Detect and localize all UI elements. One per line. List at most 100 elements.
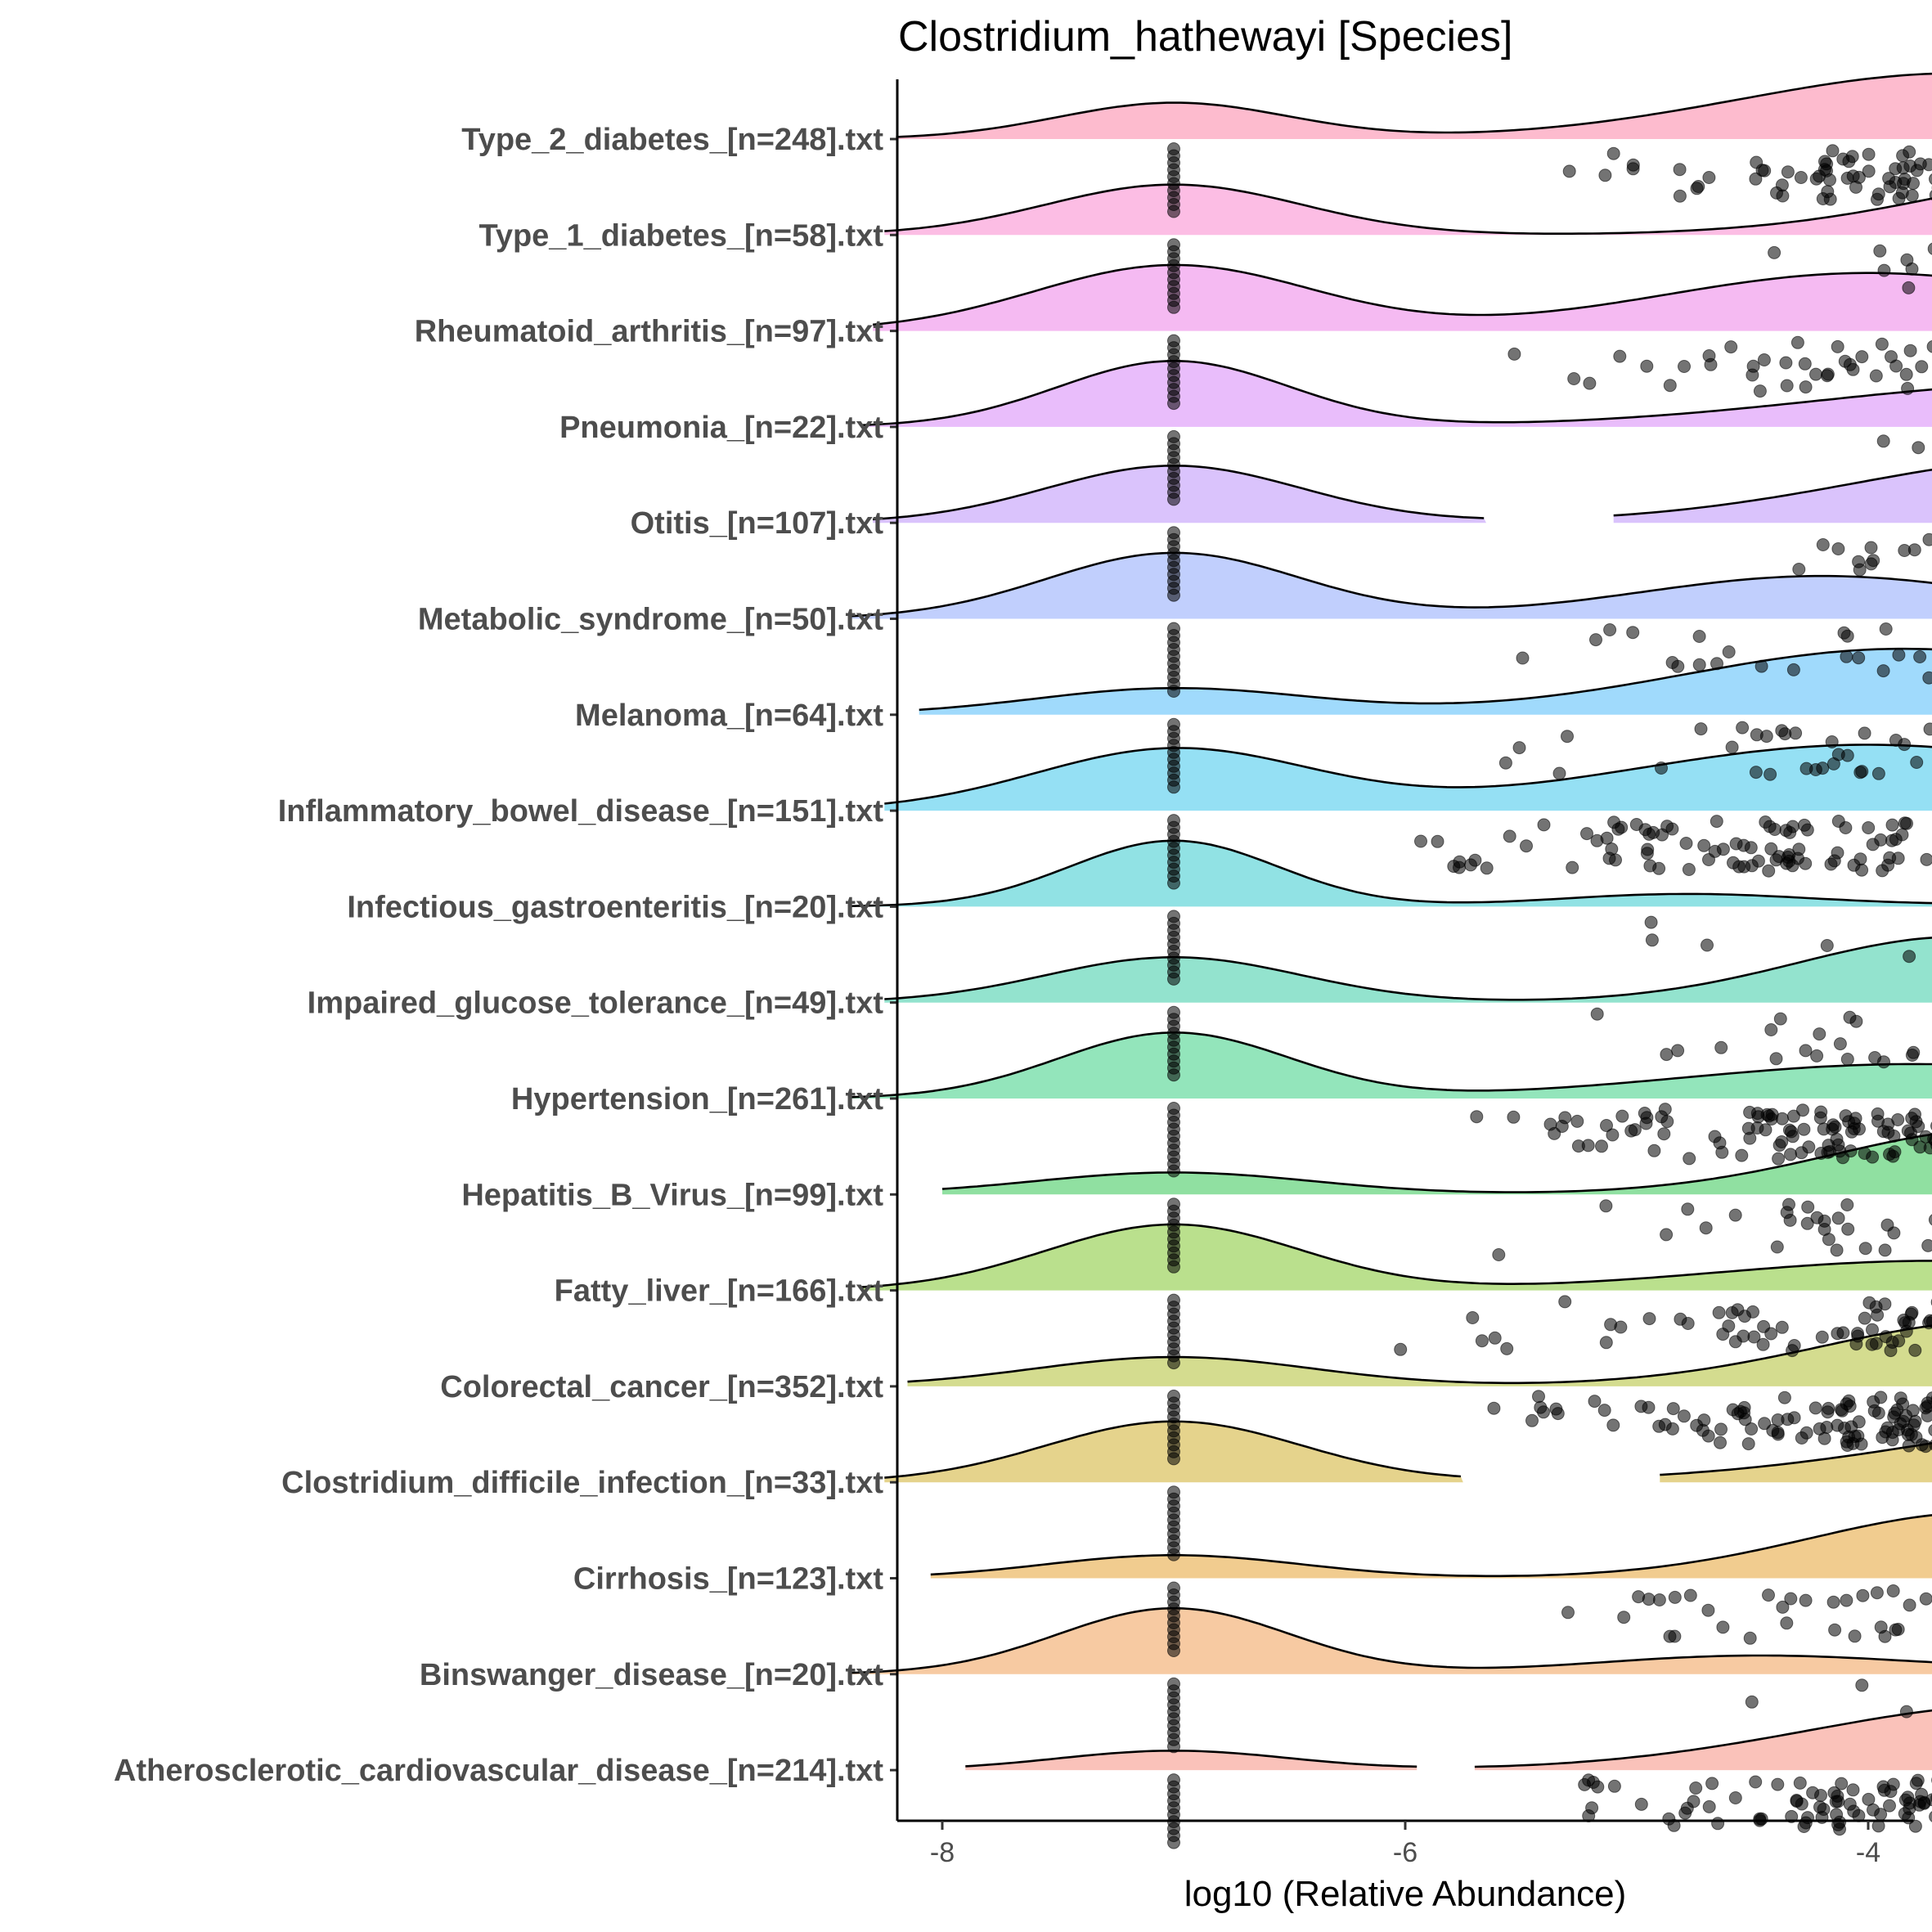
data-point <box>1901 381 1915 395</box>
data-point <box>1810 1049 1824 1063</box>
data-point <box>1588 1395 1602 1409</box>
data-point <box>1728 1335 1742 1349</box>
data-point <box>1887 1226 1901 1240</box>
data-point <box>1617 1611 1631 1624</box>
data-point <box>1690 182 1704 195</box>
ridge-fill-17-0 <box>965 1750 1418 1771</box>
data-point <box>1876 434 1890 448</box>
data-point <box>1701 938 1714 952</box>
data-point <box>1793 1776 1807 1790</box>
data-point <box>1790 1794 1804 1807</box>
data-point <box>1786 663 1800 676</box>
data-point <box>1795 1146 1808 1160</box>
data-point <box>1787 1411 1801 1425</box>
data-point <box>1903 950 1916 964</box>
data-point <box>1673 189 1687 203</box>
data-point <box>1885 818 1899 832</box>
data-point <box>1624 1124 1638 1138</box>
data-point <box>1770 1240 1784 1254</box>
data-point <box>1694 722 1708 736</box>
data-point <box>1600 1119 1613 1132</box>
data-point <box>1921 1238 1932 1252</box>
data-point <box>1632 1590 1646 1604</box>
data-point <box>1615 1109 1629 1123</box>
data-point <box>1794 171 1808 184</box>
ridge-outline-7-0 <box>884 744 1932 805</box>
ridge-fill-10-0 <box>849 1032 1932 1099</box>
data-point <box>1525 1413 1539 1427</box>
ridge-fill-6-0 <box>919 649 1932 715</box>
data-point <box>1558 1295 1572 1309</box>
data-point <box>1613 349 1627 363</box>
data-point <box>1647 1143 1661 1157</box>
category-label: Atherosclerotic_cardiovascular_disease_[… <box>114 1754 883 1788</box>
data-point <box>1862 164 1876 178</box>
data-point <box>1826 144 1840 158</box>
data-point <box>1814 1789 1827 1802</box>
data-point <box>1852 170 1866 184</box>
data-point <box>1753 384 1767 398</box>
x-axis-title: log10 (Relative Abundance) <box>1184 1874 1627 1914</box>
data-point <box>1849 1014 1863 1028</box>
data-point <box>1923 1141 1932 1155</box>
data-point <box>1729 837 1743 851</box>
data-point <box>1571 1139 1585 1153</box>
x-tick-label: -8 <box>930 1837 955 1868</box>
data-point <box>1656 828 1669 842</box>
ridge-fill-12-0 <box>861 1224 1932 1291</box>
category-label: Pneumonia_[n=22].txt <box>559 411 883 445</box>
data-point <box>1768 823 1781 836</box>
data-point <box>1849 1112 1862 1126</box>
zero-point <box>1167 588 1180 602</box>
data-point <box>1831 846 1844 860</box>
data-point <box>1786 1130 1799 1143</box>
data-point <box>1759 815 1772 829</box>
data-point <box>1615 820 1629 834</box>
data-point <box>1855 863 1869 877</box>
zero-point <box>1167 1356 1180 1370</box>
data-point <box>1929 1811 1932 1822</box>
data-point <box>1755 659 1768 673</box>
data-point <box>1549 1402 1563 1416</box>
data-point <box>1507 347 1521 361</box>
ridge-fill-9-0 <box>884 937 1932 1003</box>
data-point <box>1864 541 1878 555</box>
data-point <box>1480 861 1494 875</box>
zero-point <box>1167 780 1180 794</box>
ridge-outline-14-1 <box>1660 1442 1932 1476</box>
data-point <box>1776 189 1790 203</box>
data-point <box>1655 762 1668 775</box>
data-point <box>1756 1337 1770 1351</box>
data-point <box>1671 1044 1685 1058</box>
data-point <box>1894 1417 1907 1431</box>
data-point <box>1878 1243 1892 1257</box>
data-point <box>1831 339 1844 353</box>
data-point <box>1928 1214 1932 1226</box>
data-point <box>1643 859 1657 873</box>
data-point <box>1749 1775 1763 1789</box>
data-point <box>1821 1405 1835 1419</box>
data-point <box>1781 165 1795 179</box>
ridge-outline-10-0 <box>849 1031 1932 1099</box>
data-point <box>1835 1403 1848 1417</box>
data-point <box>1570 1114 1584 1128</box>
data-point <box>1905 1049 1919 1062</box>
data-point <box>1666 1402 1680 1416</box>
data-point <box>1638 823 1652 837</box>
data-point <box>1728 1208 1742 1222</box>
data-point <box>1895 828 1909 842</box>
category-label: Inflammatory_bowel_disease_[n=151].txt <box>278 794 884 829</box>
data-point <box>1917 1795 1931 1809</box>
data-point <box>1678 360 1691 373</box>
ridge-fill-8-0 <box>849 840 1932 907</box>
data-point <box>1855 1678 1869 1692</box>
data-point <box>1928 1424 1932 1436</box>
data-point <box>1853 766 1867 780</box>
data-point <box>1749 766 1763 780</box>
zero-point <box>1167 1644 1180 1657</box>
data-point <box>1874 1620 1888 1634</box>
data-point <box>1520 839 1533 853</box>
data-point <box>1537 1405 1550 1419</box>
data-point <box>1699 1221 1713 1235</box>
data-point <box>1590 1007 1604 1021</box>
